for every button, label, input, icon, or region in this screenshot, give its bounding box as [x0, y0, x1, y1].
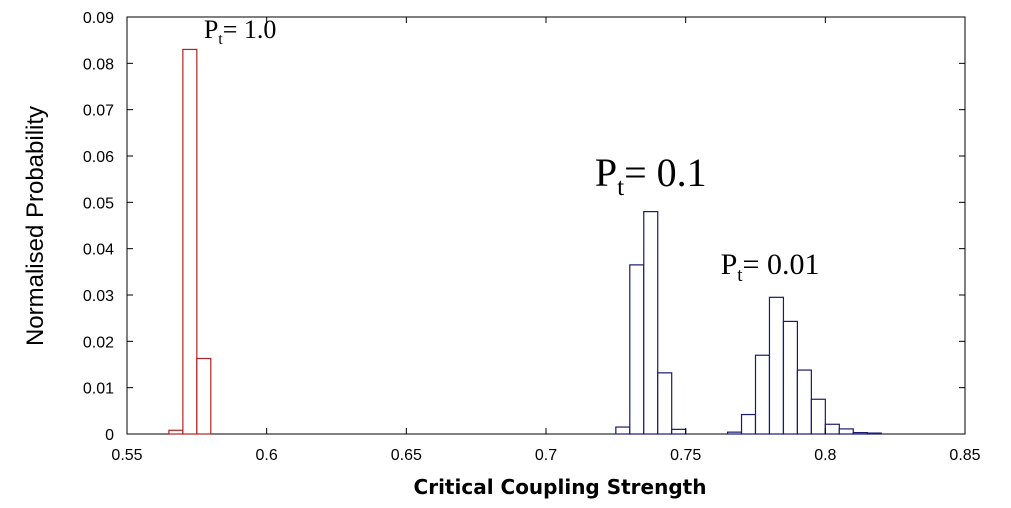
histogram-bar [740, 413, 757, 435]
y-tick-label: 0 [105, 427, 114, 444]
x-tick-label: 0.65 [391, 447, 422, 464]
annotation-subscript: t [737, 265, 743, 286]
x-tick-label: 0.7 [535, 447, 557, 464]
annotation-label: Pt= 0.01 [721, 248, 820, 286]
x-tick-label: 0.6 [256, 447, 278, 464]
histogram-bar [824, 423, 840, 435]
x-axis: 0.55 0.6 0.65 0.7 0.75 0.8 0.85 [111, 17, 981, 464]
histogram-bar [796, 369, 812, 435]
histogram-bar [657, 372, 673, 435]
histogram-bar [671, 428, 687, 435]
x-tick-label: 0.8 [814, 447, 836, 464]
y-tick-label: 0.08 [83, 56, 114, 73]
annotation-subscript: t [617, 174, 624, 201]
histogram-bar [196, 357, 212, 435]
histogram-bar [182, 48, 198, 435]
y-tick-label: 0.03 [83, 288, 114, 305]
y-tick-label: 0.04 [83, 242, 114, 259]
y-tick-label: 0.09 [83, 10, 114, 27]
histogram-bar [615, 426, 631, 435]
y-tick-label: 0.02 [83, 334, 114, 351]
y-tick-label: 0.06 [83, 149, 114, 166]
annotation-symbol: P [721, 248, 738, 281]
y-tick-label: 0.07 [83, 103, 114, 120]
histogram-bar [866, 432, 882, 435]
annotation-symbol: P [595, 150, 617, 195]
annotation-value: = 1.0 [223, 15, 277, 44]
x-tick-label: 0.75 [670, 447, 701, 464]
bars-group [168, 48, 882, 435]
histogram-bar [726, 431, 743, 435]
annotation-value: = 0.1 [624, 150, 707, 195]
histogram-bar [852, 432, 868, 435]
annotation-value: = 0.01 [743, 248, 820, 281]
y-tick-label: 0.05 [83, 195, 114, 212]
histogram-bar [629, 264, 645, 435]
histogram-bar [643, 211, 659, 435]
y-tick-label: 0.01 [83, 381, 114, 398]
annotations-group: Pt= 1.0Pt= 0.1Pt= 0.01 [204, 15, 820, 286]
histogram-bar [754, 354, 771, 435]
plot-frame [126, 16, 966, 435]
histogram-bar [168, 429, 184, 435]
x-axis-label: Critical Coupling Strength [414, 475, 707, 499]
annotation-subscript: t [218, 31, 223, 48]
histogram-bar [810, 398, 826, 435]
annotation-symbol: P [204, 15, 218, 44]
histogram-bar [782, 320, 799, 435]
y-axis: 0 0.01 0.02 0.03 0.04 0.05 0.06 0.07 0.08 0.09 [83, 10, 965, 444]
annotation-label: Pt= 0.1 [595, 150, 707, 201]
histogram-bar [768, 296, 785, 435]
x-tick-label: 0.55 [111, 447, 142, 464]
x-tick-label: 0.85 [949, 447, 980, 464]
annotation-label: Pt= 1.0 [204, 15, 277, 48]
histogram-bar [838, 428, 854, 435]
y-axis-label: Normalised Probability [22, 106, 49, 346]
